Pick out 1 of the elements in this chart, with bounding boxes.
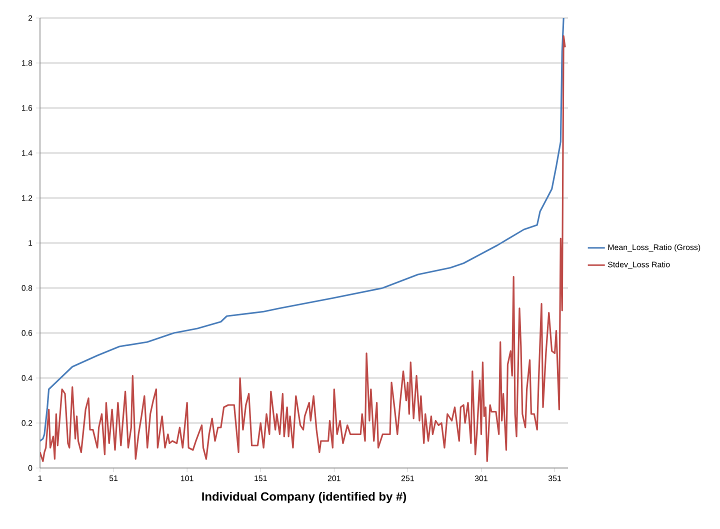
x-axis-title: Individual Company (identified by #) (202, 492, 406, 504)
